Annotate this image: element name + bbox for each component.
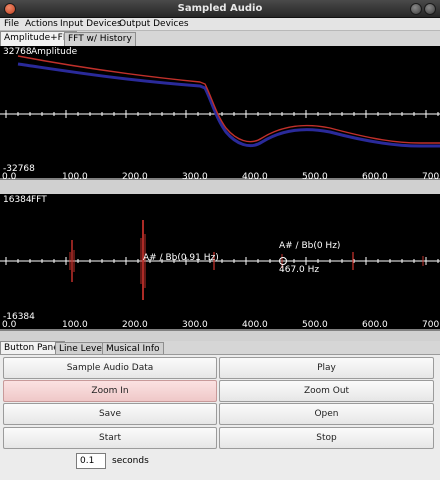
menu-file[interactable]: File bbox=[4, 19, 20, 29]
amplitude-ticks bbox=[5, 110, 439, 118]
fft-y-max: 16384 bbox=[3, 195, 32, 205]
fft-x-tick: 500.0 bbox=[302, 320, 328, 330]
start-button[interactable]: Start bbox=[3, 427, 217, 449]
fft-x-tick: 700 bbox=[422, 320, 440, 330]
fft-x-tick: 100.0 bbox=[62, 320, 88, 330]
plot-divider[interactable] bbox=[0, 180, 440, 194]
fft-x-tick: 200.0 bbox=[122, 320, 148, 330]
view-tabs: Amplitude+FFT FFT w/ History bbox=[0, 31, 440, 46]
amplitude-x-tick: 500.0 bbox=[302, 172, 328, 182]
fft-peaks bbox=[69, 220, 424, 300]
panel-divider[interactable] bbox=[0, 331, 440, 341]
amplitude-x-tick: 300.0 bbox=[182, 172, 208, 182]
title-bar: Sampled Audio bbox=[0, 0, 440, 18]
fft-peak-note: A# / Bb(0 Hz) bbox=[279, 241, 341, 251]
amplitude-y-max: 32768 bbox=[3, 47, 32, 57]
zoom-in-button[interactable]: Zoom In bbox=[3, 380, 217, 402]
save-button[interactable]: Save bbox=[3, 403, 217, 425]
fft-y-min: -16384 bbox=[3, 312, 35, 322]
tab-fft-history[interactable]: FFT w/ History bbox=[64, 32, 136, 46]
open-button[interactable]: Open bbox=[219, 403, 434, 425]
maximize-icon[interactable] bbox=[424, 3, 436, 15]
menu-bar: File Actions Input Devices Output Device… bbox=[0, 18, 440, 31]
zoom-out-button[interactable]: Zoom Out bbox=[219, 380, 434, 402]
menu-output-devices[interactable]: Output Devices bbox=[119, 19, 189, 29]
menu-actions[interactable]: Actions bbox=[25, 19, 58, 29]
amplitude-canvas bbox=[0, 55, 440, 180]
amplitude-y-min: -32768 bbox=[3, 164, 35, 174]
fft-ticks bbox=[5, 257, 439, 265]
fft-note-label: A# / Bb(0.91 Hz) bbox=[143, 253, 219, 263]
seconds-label: seconds bbox=[112, 456, 149, 466]
amplitude-trace-blue bbox=[17, 62, 440, 148]
fft-x-tick: 300.0 bbox=[182, 320, 208, 330]
stop-button[interactable]: Stop bbox=[219, 427, 434, 449]
peak-marker bbox=[279, 257, 287, 265]
close-icon[interactable] bbox=[4, 3, 16, 15]
amplitude-plot: 32768 Amplitude -32768 0.0 100.0 200.0 3… bbox=[0, 46, 440, 182]
amplitude-trace-red bbox=[17, 55, 440, 144]
fft-x-tick: 600.0 bbox=[362, 320, 388, 330]
fft-title: FFT bbox=[31, 195, 47, 205]
sample-audio-button[interactable]: Sample Audio Data bbox=[3, 357, 217, 379]
window-title: Sampled Audio bbox=[177, 3, 263, 14]
fft-x-tick: 0.0 bbox=[2, 320, 17, 330]
menu-input-devices[interactable]: Input Devices bbox=[60, 19, 122, 29]
amplitude-x-tick: 400.0 bbox=[242, 172, 268, 182]
fft-canvas bbox=[0, 220, 440, 331]
amplitude-x-tick: 100.0 bbox=[62, 172, 88, 182]
seconds-input[interactable] bbox=[76, 453, 106, 469]
amplitude-x-tick: 0.0 bbox=[2, 172, 17, 182]
fft-peak-frequency: 467.0 Hz bbox=[279, 265, 320, 275]
fft-x-tick: 400.0 bbox=[242, 320, 268, 330]
minimize-icon[interactable] bbox=[410, 3, 422, 15]
panel-tabs: Button Panel Line Levels Musical Info bbox=[0, 341, 440, 356]
amplitude-x-tick: 200.0 bbox=[122, 172, 148, 182]
amplitude-title: Amplitude bbox=[31, 47, 78, 57]
amplitude-x-tick: 700 bbox=[422, 172, 440, 182]
tab-musical-info[interactable]: Musical Info bbox=[102, 342, 164, 356]
button-panel: Sample Audio Data Play Zoom In Zoom Out … bbox=[0, 354, 440, 480]
play-button[interactable]: Play bbox=[219, 357, 434, 379]
amplitude-x-tick: 600.0 bbox=[362, 172, 388, 182]
fft-plot: 16384 FFT A# / Bb(0.91 Hz) A# / Bb(0 Hz)… bbox=[0, 194, 440, 331]
